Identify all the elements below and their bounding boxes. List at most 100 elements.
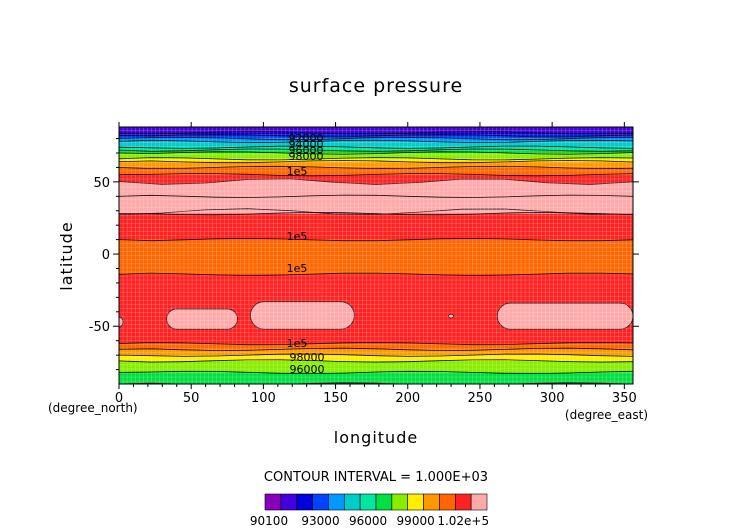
colorbar-swatch xyxy=(359,493,377,511)
x-tick-label: 300 xyxy=(540,391,565,406)
x-tick-label: 100 xyxy=(251,391,276,406)
colorbar-swatch xyxy=(264,493,282,511)
pressure-band xyxy=(119,254,633,270)
pressure-band xyxy=(119,355,633,362)
contour-label: 94000 xyxy=(289,138,324,151)
pressure-band xyxy=(119,225,633,241)
x-tick-label: 200 xyxy=(395,391,420,406)
contour-line xyxy=(119,370,633,375)
contour-line xyxy=(119,136,633,141)
contour-line xyxy=(119,272,633,276)
contour-line xyxy=(119,211,633,216)
colorbar-tick-label: 90100 xyxy=(250,514,288,528)
grid-lines xyxy=(119,127,633,384)
contour-line xyxy=(119,165,633,170)
contour-label: 1e5 xyxy=(287,262,308,275)
colorbar-tick-label: 1.02e+5 xyxy=(437,514,489,528)
pressure-band xyxy=(119,360,633,368)
x-tick-label: 350 xyxy=(612,391,637,406)
pressure-band xyxy=(119,274,633,284)
contour-label: 96000 xyxy=(290,363,325,376)
contour-line xyxy=(119,145,633,149)
plot-frame xyxy=(118,126,634,385)
pressure-band xyxy=(119,152,633,157)
pressure-band xyxy=(119,349,633,356)
contour-line xyxy=(119,359,633,363)
pressure-band xyxy=(119,343,633,350)
colorbar-swatch xyxy=(423,493,440,511)
y-tick-label: 50 xyxy=(93,176,110,191)
pressure-band xyxy=(119,164,633,169)
axes: 0 50 100 150 200 250 300 350 50 0 -50 xyxy=(89,122,639,406)
contour-label: 1e5 xyxy=(287,337,308,350)
pressure-band xyxy=(119,129,633,134)
high-pressure-region xyxy=(166,308,238,330)
pressure-band xyxy=(119,147,633,151)
contour-label: 1e5 xyxy=(287,230,308,243)
contour-label: 96000 xyxy=(289,144,324,157)
plot-area xyxy=(119,127,633,384)
y-axis-label: latitude xyxy=(57,221,76,290)
contour-line xyxy=(119,173,633,177)
pressure-band xyxy=(119,337,633,345)
contour-line xyxy=(119,353,633,357)
x-tick-label: 150 xyxy=(323,391,348,406)
pressure-band xyxy=(119,174,633,183)
high-pressure-region xyxy=(249,301,355,330)
contour-line xyxy=(119,134,633,138)
contour-label: 98000 xyxy=(289,150,324,163)
pressure-band xyxy=(119,161,633,166)
contour-line xyxy=(119,237,633,242)
high-pressure-region xyxy=(448,313,454,319)
colorbar-swatch xyxy=(343,493,361,511)
contour-label: 98000 xyxy=(290,351,325,364)
y-tick-label: 0 xyxy=(102,248,110,263)
colorbar-swatch xyxy=(391,493,409,511)
x-tick-label: 250 xyxy=(468,391,493,406)
contour-line xyxy=(119,382,633,384)
high-pressure-region xyxy=(119,316,124,328)
y-unit-label: (degree_north) xyxy=(48,401,138,415)
x-tick-label: 50 xyxy=(183,391,200,406)
colorbar-swatch xyxy=(470,493,488,511)
y-tick-label: -50 xyxy=(89,320,110,335)
contour-interval-note: CONTOUR INTERVAL = 1.000E+03 xyxy=(264,470,488,485)
x-tick-label: 0 xyxy=(115,391,123,406)
colorbar-swatch xyxy=(454,493,472,511)
pressure-band xyxy=(119,239,633,255)
colorbar-swatch xyxy=(407,493,424,511)
high-pressure-region xyxy=(119,178,633,216)
colorbar-swatch xyxy=(280,493,298,511)
pressure-band xyxy=(119,268,633,275)
colorbar-swatch xyxy=(296,493,313,511)
pressure-band xyxy=(119,282,633,298)
contour-line xyxy=(119,160,633,164)
x-axis-label: longitude xyxy=(334,428,418,447)
contour-label: 1e5 xyxy=(287,165,308,178)
contour-line xyxy=(119,341,633,346)
contour-line xyxy=(119,139,633,144)
contour-line xyxy=(119,148,633,152)
contour-line xyxy=(119,131,633,135)
colorbar-swatch xyxy=(375,493,393,511)
contour-label: 92000 xyxy=(289,132,324,145)
colorbar-swatch xyxy=(312,493,329,511)
contour-line xyxy=(119,151,633,155)
pressure-band xyxy=(119,326,633,339)
pressure-band xyxy=(119,167,633,171)
pressure-band xyxy=(119,372,633,379)
pressure-band xyxy=(119,170,633,176)
pressure-band xyxy=(119,132,633,137)
contour-lines: 920009400096000980001e51e51e51e598000960… xyxy=(119,131,633,384)
contour-line xyxy=(119,194,633,198)
colorbar-tick-label: 93000 xyxy=(301,514,339,528)
pressure-band xyxy=(119,127,633,131)
pressure-band xyxy=(119,150,633,154)
chart-title: surface pressure xyxy=(289,75,463,97)
contour-line xyxy=(119,157,633,161)
x-unit-label: (degree_east) xyxy=(565,408,648,422)
pressure-band xyxy=(119,366,633,374)
pressure-band xyxy=(119,141,633,145)
